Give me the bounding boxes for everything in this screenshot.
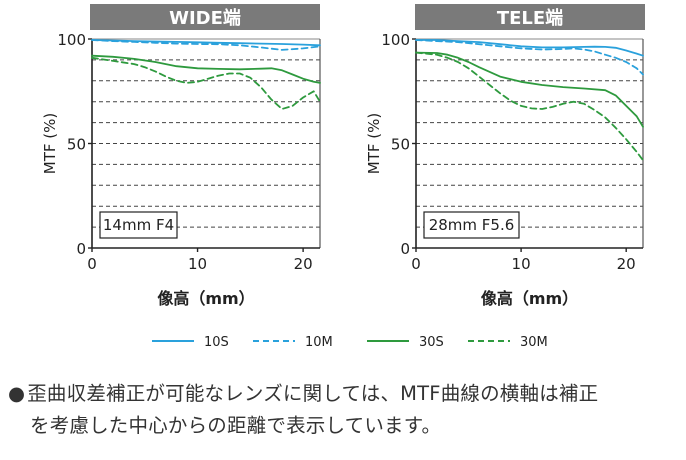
x-tick-label: 10 [512,255,531,273]
x-axis-label: 像高（mm） [157,289,254,308]
y-axis-label: MTF (%) [365,113,383,174]
x-axis-label: 像高（mm） [481,289,578,308]
legend-label-30M: 30M [520,335,548,350]
legend-label-10S: 10S [204,335,229,350]
chart-panel-tele: TELE端 0 50 100 0 10 20 MTF (%) 像高（mm） 28mm F5.6 [365,4,645,308]
x-tick-label: 20 [294,255,313,273]
series-30M-line [415,51,644,162]
y-tick-label: 0 [400,240,410,258]
series-10M-line [415,39,644,76]
y-tick-label: 0 [76,240,86,258]
lens-label: 28mm F5.6 [429,216,515,234]
series-10S-line [91,39,321,47]
series-10M-line [91,39,321,51]
y-tick-label: 50 [391,136,410,154]
series-30S-line [415,51,644,128]
footnote-text-2: を考慮した中心からの距離で表示しています。 [30,414,442,437]
lens-label-box [99,211,178,239]
x-tick-label: 20 [617,255,636,273]
x-tick-label: 10 [188,255,207,273]
footnote: ● 歪曲収差補正が可能なレンズに関しては、MTF曲線の横軸は補正 を考慮した中心か… [8,378,684,442]
legend: 10S 10M 30S 30M [152,335,548,350]
chart-title: WIDE端 [169,8,241,29]
chart-panel-wide: WIDE端 0 50 100 0 10 20 MTF (%) 像高（mm） 14mm F4 [41,4,321,308]
footnote-text-1: 歪曲収差補正が可能なレンズに関しては、MTF曲線の横軸は補正 [27,382,599,405]
footnote-line-1: ● 歪曲収差補正が可能なレンズに関しては、MTF曲線の横軸は補正 [8,378,684,410]
y-tick-label: 100 [57,31,86,49]
y-tick-label: 50 [67,136,86,154]
series-30S-line [91,54,321,84]
legend-label-10M: 10M [305,335,333,350]
series-10S-line [415,39,644,57]
footnote-line-2: を考慮した中心からの距離で表示しています。 [8,410,684,442]
y-tick-label: 100 [381,31,410,49]
y-axis-label: MTF (%) [41,113,59,174]
legend-label-30S: 30S [419,335,444,350]
bullet-icon: ● [8,382,26,405]
x-tick-label: 0 [411,255,421,273]
chart-title: TELE端 [497,8,563,29]
lens-label-box [423,211,520,239]
x-tick-label: 0 [87,255,97,273]
lens-label: 14mm F4 [103,216,174,234]
chart-title-bar [90,4,320,30]
series-30M-line [91,56,321,110]
chart-title-bar [415,4,645,30]
